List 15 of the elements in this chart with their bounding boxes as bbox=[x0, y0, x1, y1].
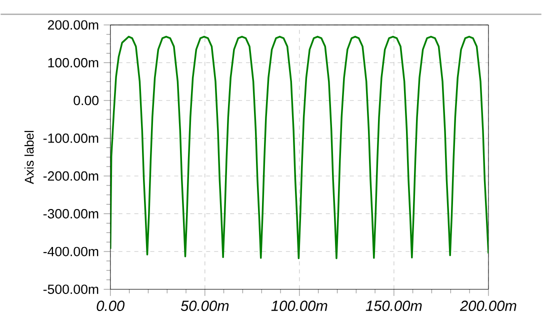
y-tick-label: -300.00m bbox=[43, 208, 98, 218]
line-series bbox=[110, 36, 488, 260]
x-tick-label: 200.00m bbox=[460, 300, 516, 311]
y-tick-label: -200.00m bbox=[43, 171, 98, 181]
x-tick-label: 0.00 bbox=[96, 300, 125, 311]
y-tick-label: 100.00m bbox=[48, 58, 98, 68]
y-axis-title: Axis label bbox=[24, 130, 34, 184]
x-tick-label: 50.00m bbox=[180, 300, 229, 311]
y-tick-label: -500.00m bbox=[43, 284, 98, 294]
y-tick-label: 0.00 bbox=[74, 96, 99, 106]
y-tick-label: -400.00m bbox=[43, 246, 98, 256]
x-tick-label: 150.00m bbox=[366, 300, 422, 311]
x-tick-label: 100.00m bbox=[271, 300, 328, 311]
y-tick-label: 200.00m bbox=[48, 20, 98, 30]
y-tick-label: -100.00m bbox=[43, 133, 98, 143]
